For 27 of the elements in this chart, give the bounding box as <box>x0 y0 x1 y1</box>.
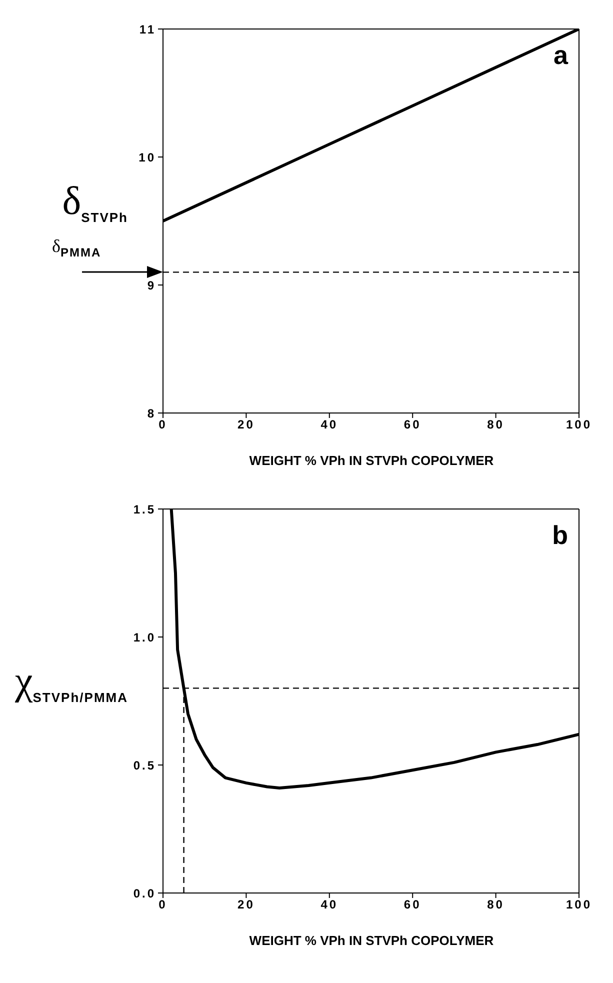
x-tick-label: 100 <box>566 898 592 912</box>
annotation: a <box>554 40 568 71</box>
annotation: b <box>552 520 568 551</box>
y-axis-title: δ$_{STVPh}$ <box>62 178 128 224</box>
y-tick-label: 0.5 <box>133 758 156 772</box>
y-tick-label: 9 <box>147 278 156 292</box>
ref-line-label: δ$_{PMMA}$ <box>52 236 102 260</box>
y-tick-label: 0.0 <box>133 886 156 900</box>
x-axis-title: WEIGHT % VPh IN STVPh COPOLYMER <box>248 453 495 468</box>
x-axis-title: WEIGHT % VPh IN STVPh COPOLYMER <box>248 933 495 948</box>
y-axis-title: χ$_{STVPh/PMMA}$ <box>15 658 128 704</box>
x-tick-label: 40 <box>320 898 338 912</box>
x-tick-label: 100 <box>566 418 592 432</box>
x-tick-label: 0 <box>158 898 168 912</box>
y-tick-label: 11 <box>139 22 156 36</box>
x-tick-label: 20 <box>238 418 255 432</box>
x-tick-label: 0 <box>158 418 168 432</box>
y-tick-label: 8 <box>147 406 156 420</box>
x-tick-label: 20 <box>238 898 255 912</box>
x-tick-label: 80 <box>487 418 504 432</box>
x-tick-label: 60 <box>404 418 422 432</box>
y-tick-label: 1.0 <box>133 630 156 644</box>
x-tick-label: 40 <box>320 418 338 432</box>
x-tick-label: 80 <box>487 898 504 912</box>
x-tick-label: 60 <box>404 898 422 912</box>
y-tick-label: 1.5 <box>133 502 156 516</box>
y-tick-label: 10 <box>138 150 156 164</box>
